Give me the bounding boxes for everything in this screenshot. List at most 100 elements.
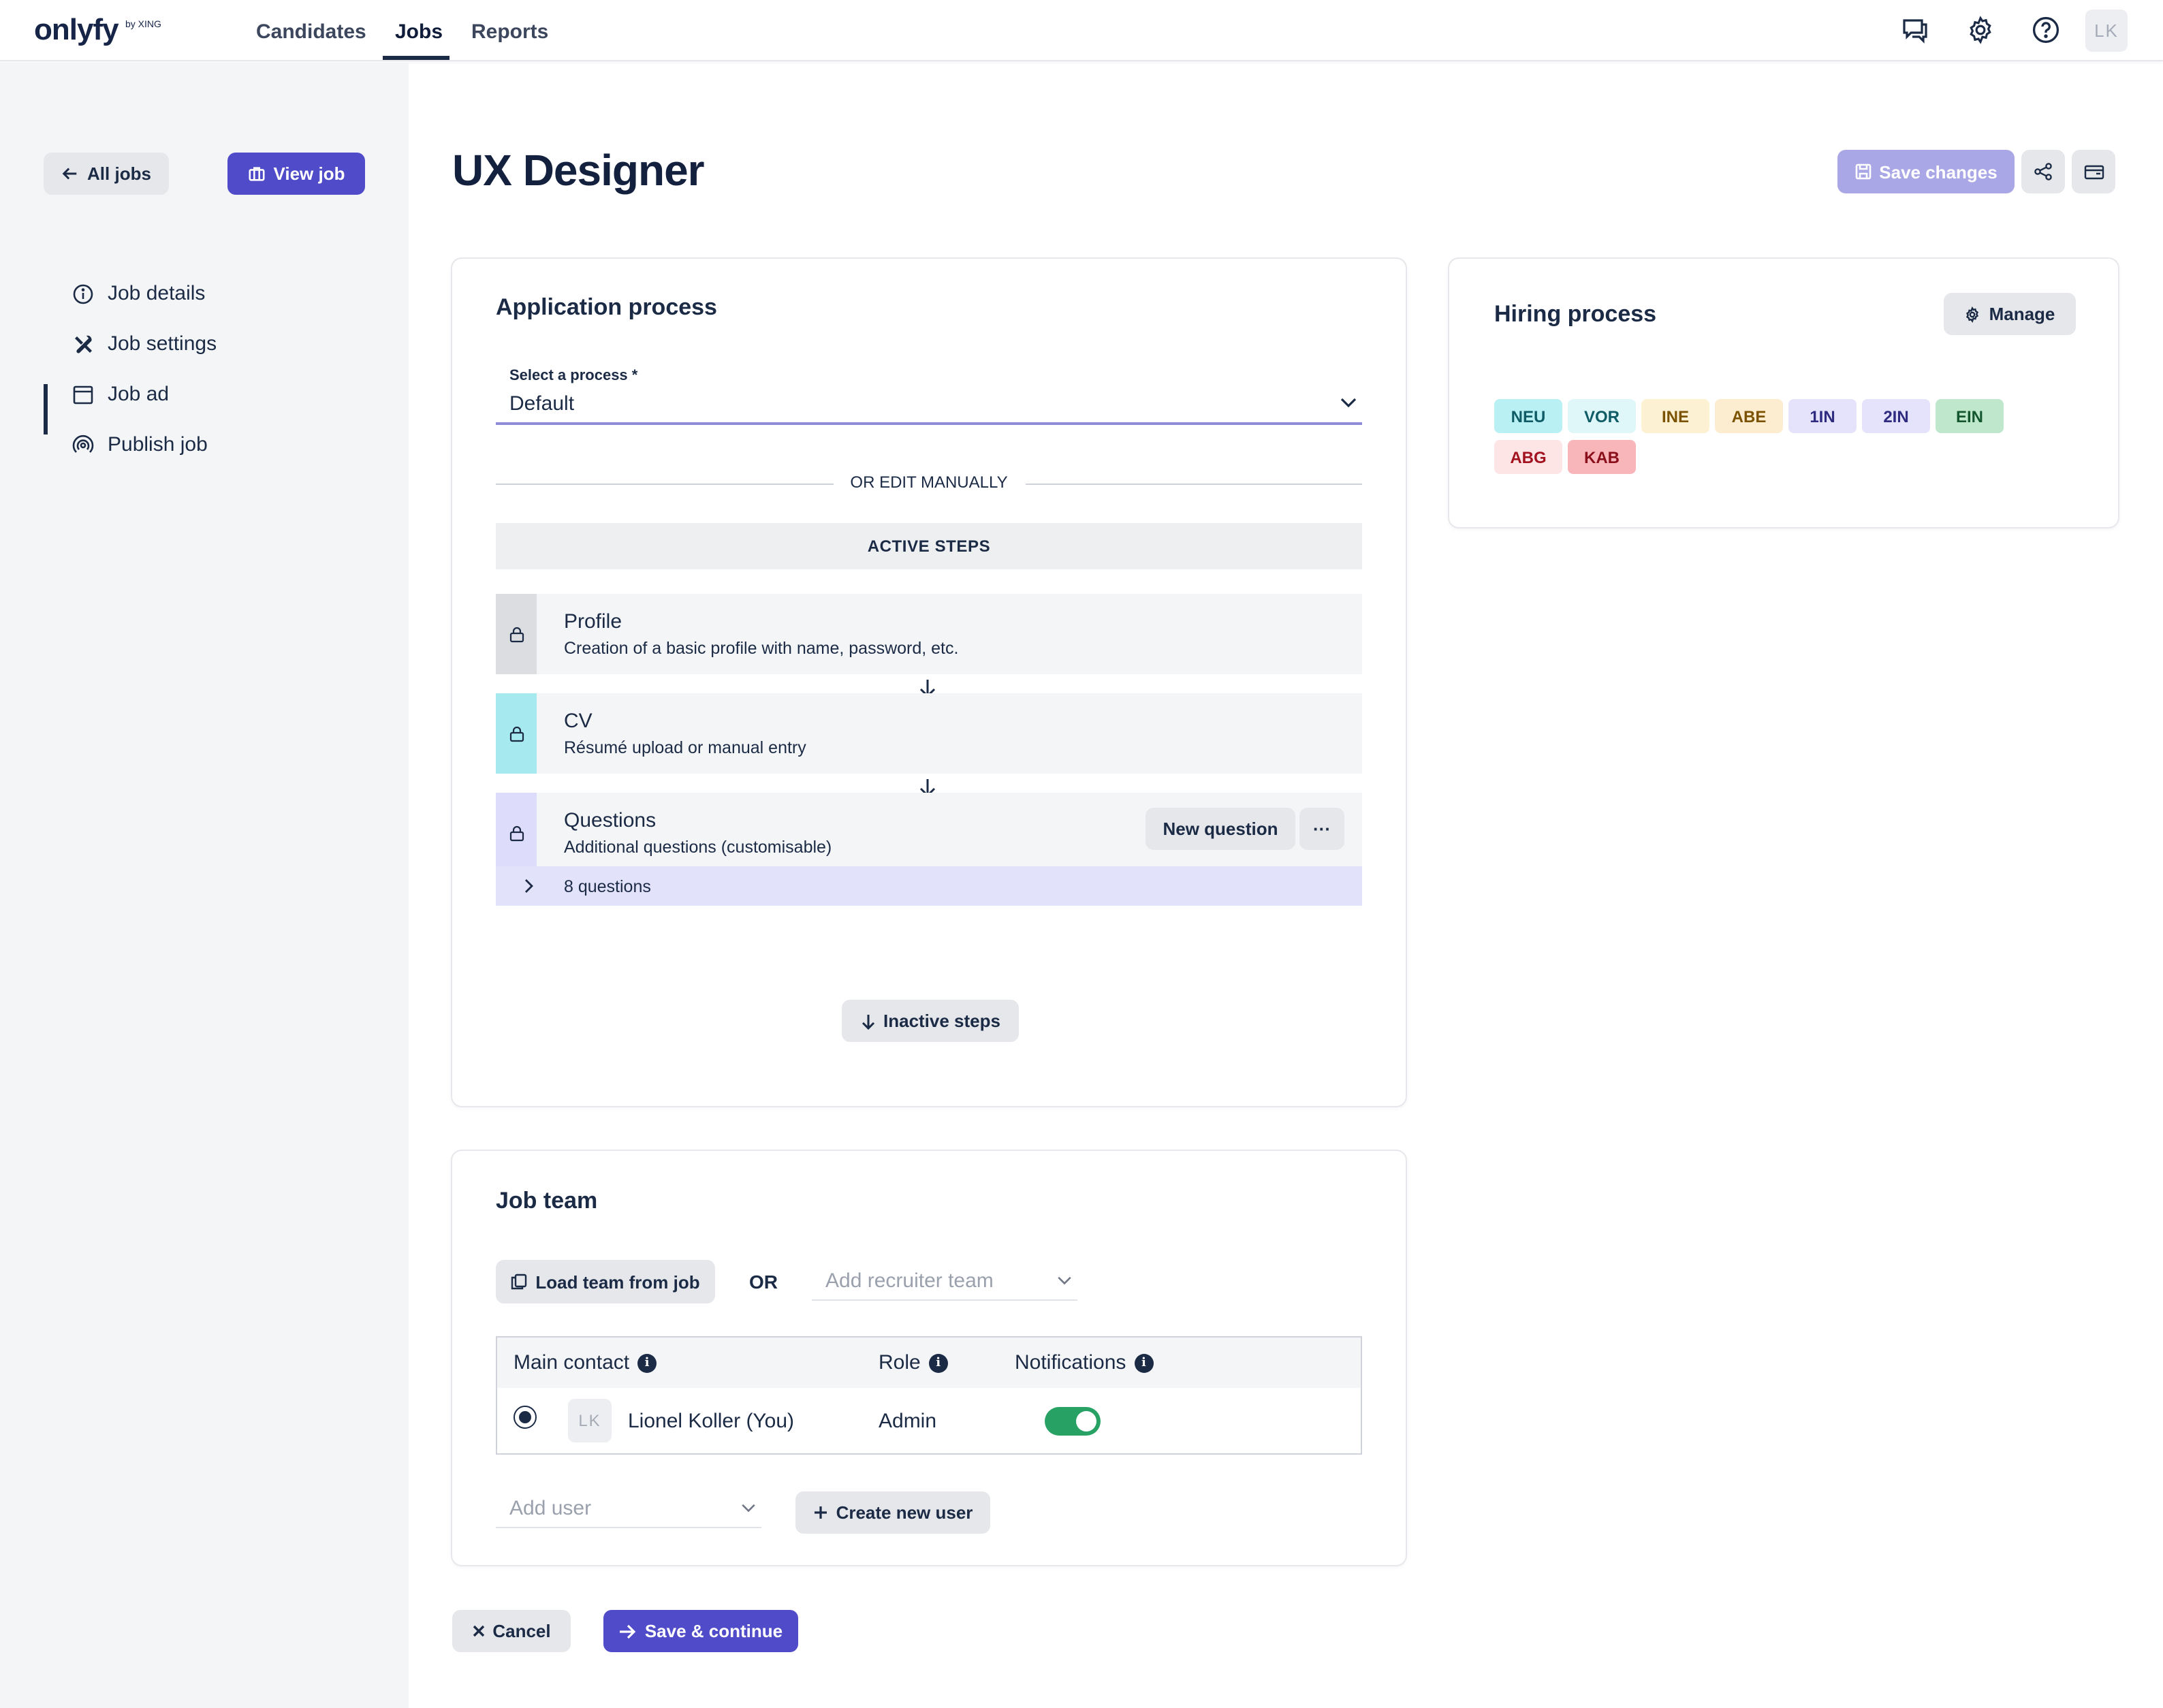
info-icon[interactable]: i [637, 1353, 657, 1372]
info-icon[interactable]: i [928, 1353, 948, 1372]
add-user-dropdown[interactable]: Add user [496, 1496, 761, 1528]
tools-icon [75, 334, 92, 353]
create-new-user-button[interactable]: Create new user [795, 1491, 990, 1534]
inactive-steps-button[interactable]: Inactive steps [842, 1000, 1019, 1042]
tab-reports[interactable]: Reports [471, 20, 549, 44]
step-description: Additional questions (customisable) [564, 838, 832, 857]
stage-badge: NEU [1494, 399, 1562, 433]
member-name: Lionel Koller (You) [628, 1410, 795, 1433]
inactive-steps-label: Inactive steps [883, 1011, 1000, 1031]
sidebar-item-label: Job settings [108, 332, 217, 355]
tab-candidates[interactable]: Candidates [256, 20, 366, 44]
arrow-down-icon [861, 1014, 874, 1029]
stage-badge: VOR [1568, 399, 1636, 433]
preview-button[interactable] [2072, 150, 2115, 193]
gear-icon[interactable] [1964, 14, 1997, 46]
step-description: Creation of a basic profile with name, p… [564, 639, 959, 658]
chevron-down-icon [742, 1504, 755, 1513]
arrow-left-icon [62, 168, 77, 180]
sidebar-item-job-ad[interactable]: Job ad [72, 383, 169, 406]
questions-expander[interactable]: 8 questions [496, 866, 1362, 906]
share-icon [2034, 163, 2052, 180]
active-item-indicator [44, 384, 48, 434]
close-icon [473, 1625, 484, 1637]
chevron-right-icon [525, 879, 533, 893]
step-cv[interactable]: CV Résumé upload or manual entry [496, 693, 1362, 774]
team-table-header: Main contact i Role i Notifications i [497, 1338, 1361, 1388]
manage-button[interactable]: Manage [1944, 293, 2076, 335]
share-button[interactable] [2021, 150, 2065, 193]
sidebar-item-label: Publish job [108, 433, 208, 456]
notifications-toggle[interactable] [1045, 1407, 1101, 1436]
member-role: Admin [879, 1410, 937, 1433]
recruiter-team-placeholder: Add recruiter team [825, 1269, 994, 1293]
active-tab-indicator [383, 56, 449, 60]
step-color-strip [496, 594, 537, 674]
lock-icon [509, 626, 524, 642]
process-select-label: Select a process * [509, 368, 638, 384]
process-select-underline [496, 422, 1362, 425]
broadcast-icon [72, 434, 94, 452]
avatar: LK [568, 1399, 612, 1442]
plus-icon [814, 1506, 827, 1519]
view-job-label: View job [273, 163, 345, 184]
stage-badge: EIN [1936, 399, 2004, 433]
application-process-card: Application process Select a process * D… [451, 257, 1407, 1107]
process-select-value[interactable]: Default [509, 392, 575, 415]
info-icon[interactable]: i [1134, 1353, 1154, 1372]
sidebar-item-job-details[interactable]: Job details [72, 282, 205, 305]
new-question-button[interactable]: New question [1146, 808, 1295, 850]
stage-badge: KAB [1568, 440, 1636, 474]
create-new-user-label: Create new user [836, 1502, 973, 1523]
team-table: Main contact i Role i Notifications i LK… [496, 1336, 1362, 1455]
lock-icon [509, 825, 524, 841]
onlyfy-logo[interactable]: onlyfy [34, 12, 119, 46]
hiring-process-title: Hiring process [1494, 301, 1657, 327]
save-continue-label: Save & continue [644, 1621, 783, 1641]
view-job-button[interactable]: View job [227, 153, 365, 195]
add-user-placeholder: Add user [509, 1497, 592, 1520]
load-team-button[interactable]: Load team from job [496, 1260, 715, 1303]
cancel-button[interactable]: Cancel [452, 1610, 571, 1652]
cancel-label: Cancel [492, 1621, 551, 1641]
stage-badge: ABE [1715, 399, 1783, 433]
col-role: Role i [879, 1351, 948, 1374]
or-label: OR [749, 1271, 778, 1293]
stage-badge: INE [1641, 399, 1709, 433]
chevron-down-icon[interactable] [1340, 398, 1357, 409]
preview-icon [2083, 164, 2104, 179]
sidebar-item-job-settings[interactable]: Job settings [72, 332, 217, 355]
main-contact-radio[interactable] [514, 1406, 537, 1429]
arrow-right-icon [620, 1624, 637, 1639]
help-icon[interactable] [2030, 14, 2062, 46]
sidebar-item-label: Job details [108, 282, 206, 305]
step-title: Questions [564, 809, 657, 832]
stage-badge: 1IN [1788, 399, 1857, 433]
briefcase-icon [248, 167, 265, 181]
active-steps-header: ACTIVE STEPS [496, 523, 1362, 569]
page-title: UX Designer [452, 146, 705, 195]
questions-count: 8 questions [564, 877, 651, 896]
all-jobs-label: All jobs [87, 163, 151, 184]
copy-icon [511, 1274, 527, 1290]
chat-icon[interactable] [1899, 14, 1931, 46]
step-title: Profile [564, 610, 622, 633]
all-jobs-button[interactable]: All jobs [44, 153, 169, 195]
user-avatar[interactable]: LK [2085, 10, 2128, 52]
job-team-card: Job team Load team from job OR Add recru… [451, 1150, 1407, 1566]
info-icon [73, 283, 93, 304]
divider-right [1026, 484, 1362, 485]
step-color-strip [496, 693, 537, 774]
sidebar-item-publish-job[interactable]: Publish job [72, 433, 208, 456]
sidebar-item-label: Job ad [108, 383, 170, 406]
stage-badge: ABG [1494, 440, 1562, 474]
recruiter-team-dropdown[interactable]: Add recruiter team [812, 1268, 1077, 1301]
save-continue-button[interactable]: Save & continue [603, 1610, 798, 1652]
step-profile[interactable]: Profile Creation of a basic profile with… [496, 594, 1362, 674]
divider-left [496, 484, 834, 485]
more-options-button[interactable]: ··· [1299, 808, 1344, 850]
step-title: CV [564, 710, 593, 733]
step-questions[interactable]: Questions Additional questions (customis… [496, 793, 1362, 873]
tab-jobs[interactable]: Jobs [395, 20, 443, 44]
save-changes-button[interactable]: Save changes [1837, 150, 2015, 193]
